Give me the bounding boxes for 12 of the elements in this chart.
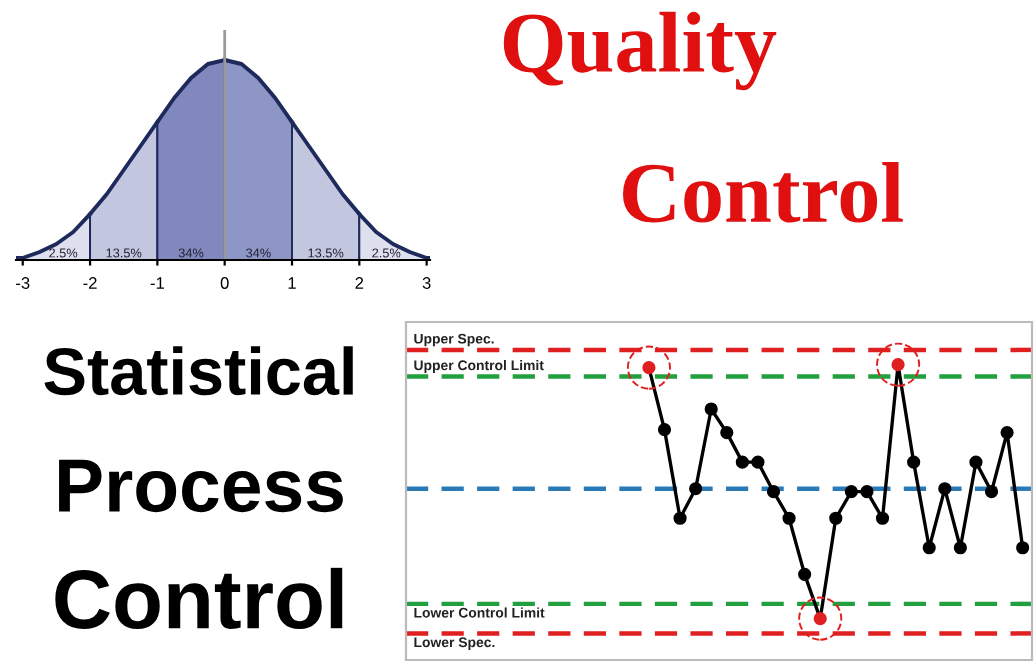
x-tick-label: -3 [16,277,30,289]
x-tick-label: 2 [355,277,364,289]
text: Control [55,567,343,630]
text: Statistical [44,346,353,396]
text: Process [59,459,343,513]
x-tick-label: -1 [150,277,164,289]
text: Quality [503,11,777,91]
text: Control [623,161,903,223]
x-tick-label: 0 [220,277,229,289]
x-tick-label: -2 [83,277,97,289]
x-tick-label: 3 [422,277,431,289]
x-tick-label: 1 [288,277,296,289]
